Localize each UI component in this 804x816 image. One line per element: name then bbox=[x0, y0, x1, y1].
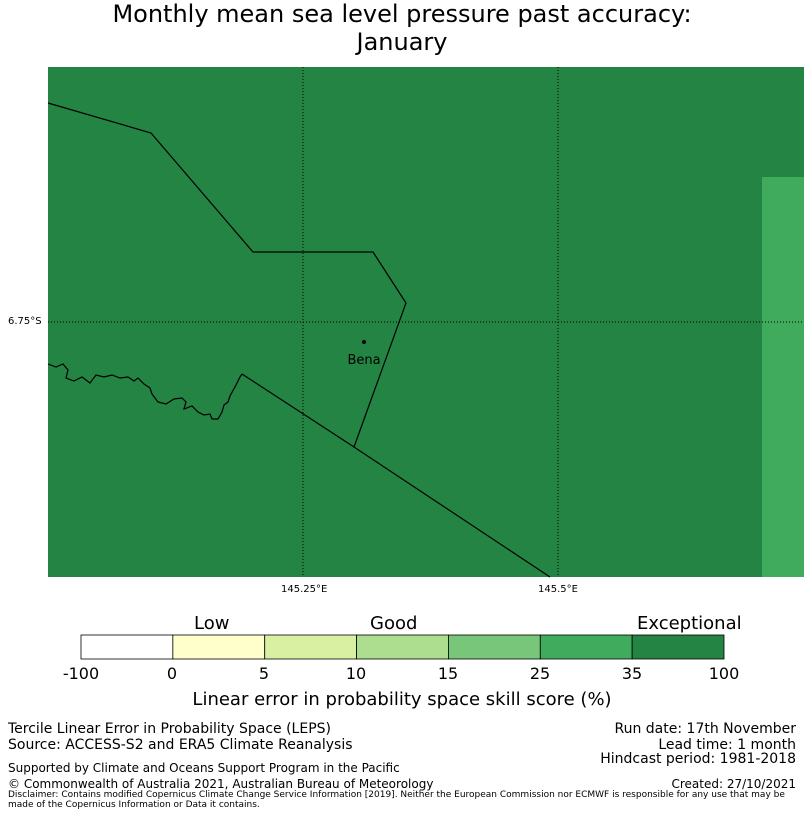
colorbar-bin-35-100 bbox=[631, 634, 725, 660]
chart-title-line2: January bbox=[356, 28, 448, 56]
coastline-river bbox=[47, 363, 243, 420]
footer-method: Tercile Linear Error in Probability Spac… bbox=[8, 721, 331, 737]
colorbar-bin--100-0 bbox=[80, 634, 174, 660]
colorbar-tick-35: 35 bbox=[621, 664, 643, 683]
colorbar-bin-0-5 bbox=[172, 634, 266, 660]
lat-label-6-75s: 6.75°S bbox=[8, 316, 42, 327]
footer-run-date: Run date: 17th November bbox=[614, 721, 797, 737]
footer-created: Created: 27/10/2021 bbox=[671, 777, 796, 791]
colorbar-tick-10: 10 bbox=[345, 664, 367, 683]
colorbar-bin-5-10 bbox=[264, 634, 357, 660]
colorbar-bin-15-25 bbox=[448, 634, 541, 660]
town-label-bena: Bena bbox=[347, 353, 380, 368]
town-marker-bena bbox=[362, 340, 366, 344]
footer-support: Supported by Climate and Oceans Support … bbox=[8, 761, 400, 775]
province-border-south bbox=[241, 373, 551, 578]
footer-hindcast: Hindcast period: 1981-2018 bbox=[600, 751, 796, 767]
map-cell-skill-25-35 bbox=[762, 177, 804, 577]
lon-label-145-25e: 145.25°E bbox=[281, 584, 328, 595]
footer-source: Source: ACCESS-S2 and ERA5 Climate Reana… bbox=[8, 737, 353, 753]
map-canvas: Bena bbox=[47, 67, 804, 578]
legend-category-good: Good bbox=[370, 613, 418, 634]
chart-title-line1: Monthly mean sea level pressure past acc… bbox=[112, 0, 692, 28]
colorbar-tick-100: 100 bbox=[708, 664, 740, 683]
footer-lead-time: Lead time: 1 month bbox=[658, 737, 796, 753]
colorbar-tick-25: 25 bbox=[529, 664, 551, 683]
lon-label-145-5e: 145.5°E bbox=[538, 584, 578, 595]
legend-category-low: Low bbox=[194, 613, 230, 634]
colorbar-axis-label: Linear error in probability space skill … bbox=[192, 689, 612, 710]
legend-category-exceptional: Exceptional bbox=[637, 613, 742, 634]
colorbar-tick--100: -100 bbox=[62, 664, 100, 683]
colorbar-tick-15: 15 bbox=[437, 664, 459, 683]
footer-copyright: © Commonwealth of Australia 2021, Austra… bbox=[8, 777, 434, 791]
province-border-north bbox=[47, 102, 407, 448]
colorbar-tick-5: 5 bbox=[258, 664, 270, 683]
colorbar-bin-10-15 bbox=[356, 634, 449, 660]
colorbar bbox=[80, 634, 725, 660]
colorbar-tick-0: 0 bbox=[166, 664, 178, 683]
footer-disclaimer: Disclaimer: Contains modified Copernicus… bbox=[8, 790, 785, 810]
colorbar-bin-25-35 bbox=[539, 634, 633, 660]
